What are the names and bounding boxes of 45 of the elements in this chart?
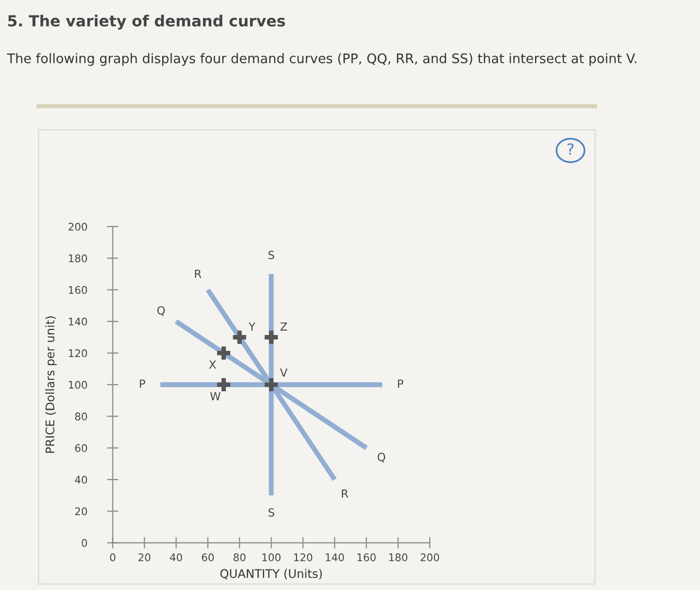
point xyxy=(217,346,230,360)
x-tick-label: 40 xyxy=(170,553,182,562)
annotation: Q xyxy=(157,306,165,316)
data-label: X xyxy=(209,360,216,369)
data-label: V xyxy=(280,368,288,377)
y-tick-label: 20 xyxy=(75,507,88,516)
annotation: P xyxy=(140,380,146,388)
y-tick-label: 40 xyxy=(74,476,88,484)
chart-title: 5. The variety of demand curves xyxy=(8,14,285,30)
x-tick-label: 0 xyxy=(110,553,116,562)
x-tick-label: 120 xyxy=(294,553,312,562)
y-tick-label: 160 xyxy=(68,286,88,294)
y-axis-title: PRICE (Dollars per unit) xyxy=(45,316,57,453)
annotation: R xyxy=(195,270,202,278)
annotation: S xyxy=(268,250,274,260)
x-tick-label: 80 xyxy=(234,553,246,562)
annotation: S xyxy=(268,508,274,517)
point xyxy=(232,330,246,344)
point xyxy=(264,330,278,344)
text: ? xyxy=(568,143,574,155)
annotation: R xyxy=(342,490,348,498)
y-tick-label: 80 xyxy=(75,412,88,420)
y-tick-label: 0 xyxy=(82,539,88,547)
annotation: P xyxy=(398,380,404,388)
chart-subtitle: The following graph displays four demand curves (PP, QQ, RR, and SS) that intersect at point V. xyxy=(6,53,636,66)
x-tick-label: 200 xyxy=(420,553,440,562)
data-label: W xyxy=(210,392,220,400)
x-tick-label: 60 xyxy=(202,553,214,562)
y-tick-label: 60 xyxy=(75,444,88,452)
x-tick-label: 160 xyxy=(358,553,376,562)
y-tick-label: 180 xyxy=(68,254,88,262)
x-tick-label: 180 xyxy=(389,553,408,562)
data-label: Y xyxy=(248,322,256,331)
y-tick-label: 200 xyxy=(68,222,88,231)
data-label: Z xyxy=(280,322,288,331)
point xyxy=(217,378,230,392)
x-tick-label: 100 xyxy=(262,553,280,562)
annotation: Q xyxy=(378,452,386,462)
x-tick-label: 140 xyxy=(326,553,344,562)
y-tick-label: 120 xyxy=(68,349,88,358)
y-tick-label: 100 xyxy=(68,380,88,389)
x-axis-title: QUANTITY (Units) xyxy=(220,568,322,580)
y-tick-label: 140 xyxy=(68,318,88,326)
point xyxy=(264,378,278,392)
x-tick-label: 20 xyxy=(138,553,150,562)
